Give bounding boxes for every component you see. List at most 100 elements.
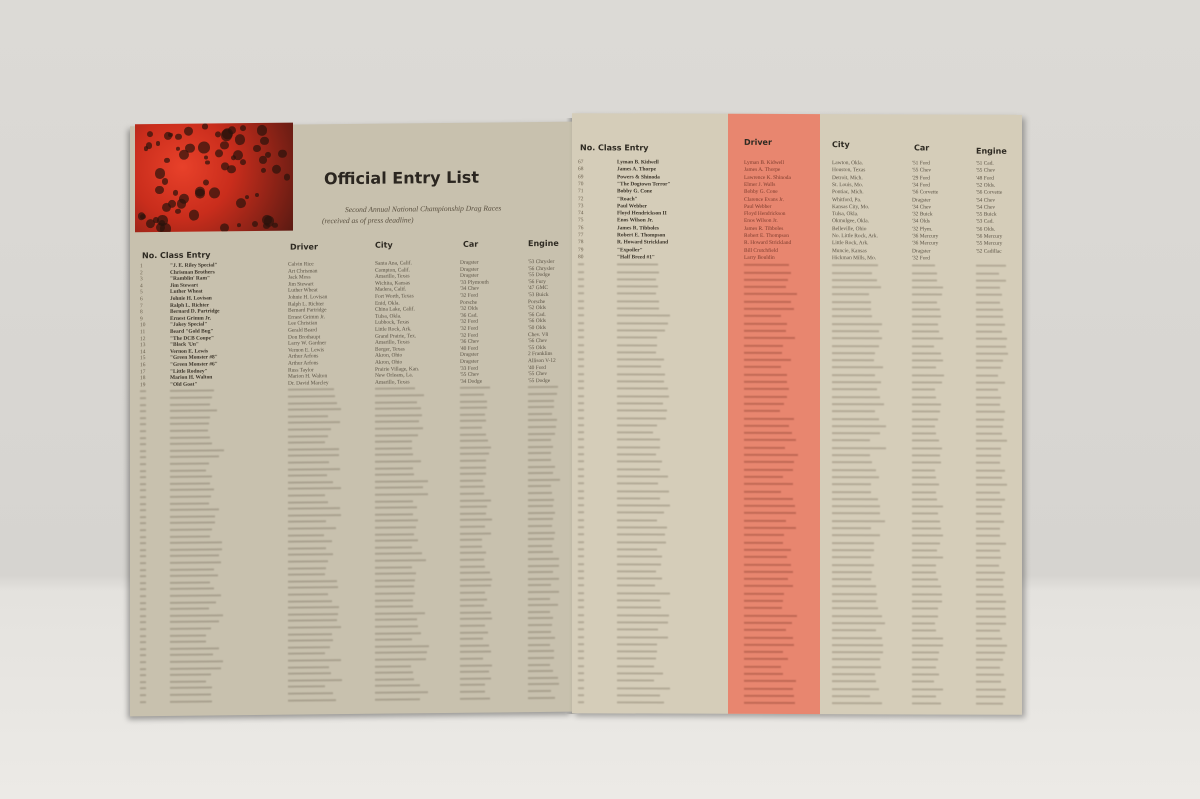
cell-car: '32 Ford <box>460 293 478 299</box>
illegible-text <box>617 293 656 295</box>
illegible-text <box>832 447 886 449</box>
illegible-text <box>288 481 333 483</box>
illegible-text <box>832 491 871 493</box>
cell-engine: '53 Buick <box>528 292 549 298</box>
cell-car: '36 Chev <box>460 339 479 345</box>
cell-entry: R. Howard Strickland <box>617 240 668 246</box>
illegible-text <box>912 301 937 303</box>
cell-entry: "Ramblin' Ram" <box>170 276 210 282</box>
illegible-text <box>976 535 1000 537</box>
photo-detail <box>204 155 208 159</box>
illegible-text <box>170 542 222 545</box>
illegible-text <box>617 329 665 331</box>
illegible-text <box>617 351 656 353</box>
cell-city: Pontiac, Mich. <box>832 189 864 195</box>
cell-driver: Don Brothaupt <box>288 334 320 340</box>
cell-engine: Porsche <box>528 299 545 305</box>
photo-detail <box>261 168 266 173</box>
illegible-text <box>375 672 413 674</box>
illegible-text <box>744 622 792 624</box>
illegible-text <box>832 534 880 536</box>
cell-no: 15 <box>140 356 145 362</box>
illegible-text <box>375 493 428 496</box>
photo-detail <box>168 199 176 207</box>
illegible-text <box>375 691 428 694</box>
illegible-text <box>578 482 584 484</box>
illegible-text <box>912 615 938 617</box>
illegible-text <box>617 629 658 631</box>
illegible-text <box>578 592 584 594</box>
illegible-text <box>288 448 339 451</box>
illegible-text <box>170 641 206 643</box>
illegible-text <box>288 527 336 529</box>
illegible-text <box>744 286 786 288</box>
illegible-text <box>140 470 146 472</box>
cell-city: Belleville, Ohio <box>832 226 866 232</box>
illegible-text <box>976 652 1005 654</box>
cell-driver: Ralph L. Richter <box>288 301 324 307</box>
illegible-text <box>832 315 872 317</box>
illegible-text <box>140 424 146 426</box>
illegible-text <box>976 316 1003 318</box>
illegible-text <box>578 285 584 287</box>
illegible-text <box>578 380 584 382</box>
illegible-text <box>912 637 943 639</box>
illegible-text <box>140 556 146 558</box>
illegible-text <box>288 573 325 575</box>
illegible-text <box>375 414 422 416</box>
cell-no: 74 <box>578 210 583 216</box>
illegible-text <box>617 358 664 360</box>
illegible-text <box>744 563 791 565</box>
illegible-text <box>288 653 325 655</box>
cell-engine: '53 Cad. <box>976 219 994 225</box>
cell-engine: '56 Chrysler <box>528 265 554 271</box>
illegible-text <box>375 460 421 462</box>
illegible-text <box>617 680 654 682</box>
illegible-text <box>288 633 332 635</box>
illegible-text <box>578 366 584 368</box>
cell-car: '40 Ford <box>460 345 478 351</box>
illegible-text <box>375 592 415 594</box>
illegible-text <box>578 344 584 346</box>
cell-driver: Russ Taylor <box>288 367 314 373</box>
illegible-text <box>288 395 335 397</box>
illegible-text <box>912 286 943 288</box>
cell-entry: Jim Stewart <box>170 282 198 288</box>
illegible-text <box>976 404 1000 406</box>
illegible-text <box>976 674 1004 676</box>
cell-entry: Johnie H. Lovisan <box>170 295 212 301</box>
illegible-text <box>744 315 781 317</box>
cell-no: 18 <box>140 375 145 381</box>
illegible-text <box>578 409 584 411</box>
illegible-text <box>170 575 218 578</box>
illegible-text <box>617 446 660 448</box>
illegible-text <box>617 577 662 579</box>
illegible-text <box>288 534 324 536</box>
illegible-text <box>744 417 794 419</box>
illegible-text <box>460 453 489 455</box>
header-no-class-entry: No. Class Entry <box>580 143 648 152</box>
illegible-text <box>744 549 791 551</box>
illegible-text <box>976 571 1005 573</box>
illegible-text <box>617 395 669 397</box>
photo-detail <box>235 134 245 145</box>
header-car: Car <box>463 240 478 249</box>
illegible-text <box>617 453 656 455</box>
illegible-text <box>375 625 418 627</box>
illegible-text <box>460 519 492 521</box>
illegible-text <box>832 272 872 274</box>
cell-car: '32 Ford <box>460 319 478 325</box>
illegible-text <box>140 450 146 452</box>
illegible-text <box>617 607 661 609</box>
illegible-text <box>976 644 1007 646</box>
cell-car: '34 Dodge <box>460 378 482 384</box>
photo-detail <box>260 137 269 146</box>
illegible-text <box>912 586 941 588</box>
illegible-text <box>976 374 998 376</box>
illegible-text <box>912 557 943 559</box>
illegible-text <box>617 468 660 470</box>
photo-detail <box>220 223 229 232</box>
illegible-text <box>288 441 325 443</box>
illegible-text <box>617 315 670 317</box>
illegible-text <box>288 389 334 391</box>
